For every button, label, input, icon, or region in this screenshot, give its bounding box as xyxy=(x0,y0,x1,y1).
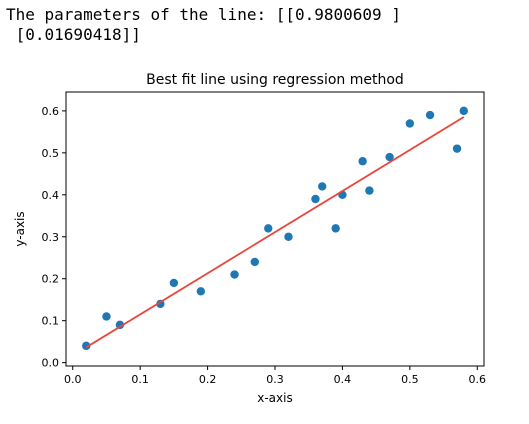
data-point xyxy=(331,224,340,233)
x-tick-label: 0.4 xyxy=(334,373,352,386)
data-point xyxy=(385,152,394,162)
data-point xyxy=(196,287,206,296)
x-tick-label: 0.1 xyxy=(131,373,149,386)
x-axis-label: x-axis xyxy=(257,391,292,405)
plot-area: 0.0 0.1 0.2 0.3 0.4 0.5 0.6 0.0 0.1 0.2 0.3 0.4 0.5 0… xyxy=(42,105,487,386)
data-point xyxy=(311,194,320,204)
output-text: The parameters of the line: [[0.9800609 … xyxy=(6,5,401,45)
x-tick-label: 0.3 xyxy=(266,373,284,386)
data-point xyxy=(425,110,435,120)
data-point xyxy=(459,106,468,116)
y-tick-label: 0.3 xyxy=(42,231,60,244)
y-tick-label: 0.5 xyxy=(42,147,60,160)
y-tick-label: 0.2 xyxy=(42,273,60,286)
regression-line xyxy=(85,116,465,349)
plot-frame xyxy=(65,91,485,367)
data-point xyxy=(452,144,462,153)
data-point xyxy=(115,320,125,330)
data-point xyxy=(82,341,91,351)
data-point xyxy=(405,119,415,128)
output-line-1: The parameters of the line: [[0.9800609 … xyxy=(6,5,401,24)
y-tick-label: 0.6 xyxy=(42,105,60,118)
chart-title: Best fit line using regression method xyxy=(146,72,404,88)
data-point xyxy=(358,157,367,166)
data-point xyxy=(102,312,111,321)
x-tick-label: 0.6 xyxy=(469,373,487,386)
x-tick-label: 0.5 xyxy=(401,373,419,386)
data-point xyxy=(169,278,179,288)
y-tick-label: 0.4 xyxy=(42,189,60,202)
x-tick-label: 0.0 xyxy=(64,373,82,386)
data-point xyxy=(264,224,273,233)
data-point xyxy=(317,182,327,191)
x-tick-label: 0.2 xyxy=(199,373,217,386)
y-axis-label: y-axis xyxy=(13,211,27,246)
data-point xyxy=(284,232,293,241)
data-point xyxy=(250,257,259,267)
y-tick-label: 0.0 xyxy=(42,357,60,370)
data-point xyxy=(365,186,374,195)
y-tick-label: 0.1 xyxy=(42,315,60,328)
output-line-2: [0.01690418]] xyxy=(6,25,141,44)
data-point xyxy=(230,270,239,279)
